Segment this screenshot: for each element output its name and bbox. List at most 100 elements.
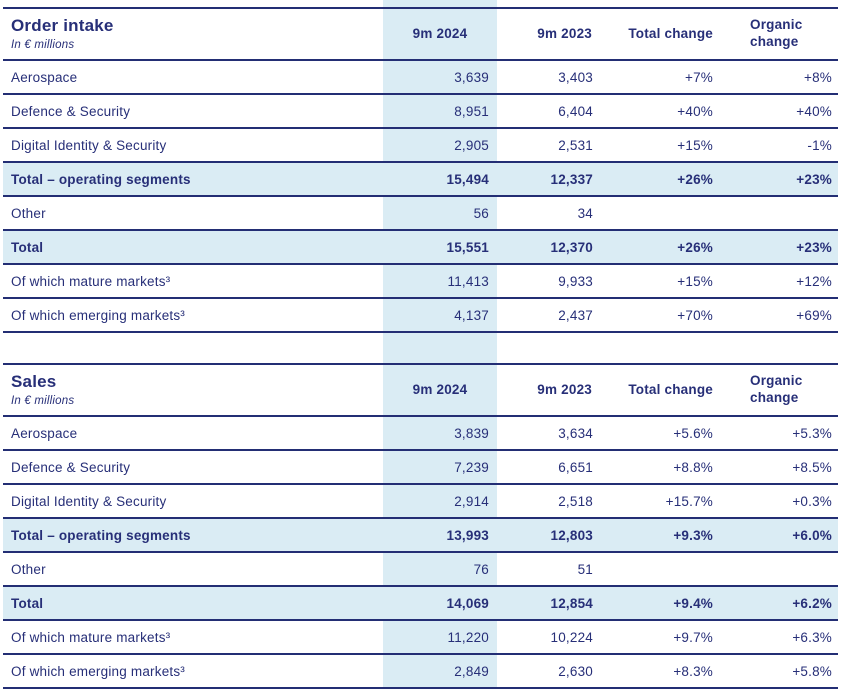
row-label: Total – operating segments: [11, 171, 191, 187]
row-label: Defence & Security: [11, 459, 131, 475]
value-9m-2024: 3,839: [454, 425, 489, 441]
order-intake-header-row: Order intake In € millions 9m 2024 9m 20…: [3, 7, 838, 61]
table-row-emerging-markets: Of which emerging markets³ 4,137 2,437 +…: [3, 299, 838, 333]
value-9m-2024: 4,137: [454, 307, 489, 323]
table-row-mature-markets: Of which mature markets³ 11,220 10,224 +…: [3, 621, 838, 655]
table-row-digital-identity-security: Digital Identity & Security 2,905 2,531 …: [3, 129, 838, 163]
value-organic-change: +40%: [796, 103, 832, 119]
tables-container: Order intake In € millions 9m 2024 9m 20…: [3, 7, 838, 689]
value-9m-2024: 15,551: [446, 239, 489, 255]
value-9m-2023: 34: [577, 205, 593, 221]
column-header-organic-change: Organic change: [722, 373, 838, 407]
value-9m-2023: 6,651: [558, 459, 593, 475]
value-organic-change: +6.0%: [792, 527, 832, 543]
value-9m-2024: 11,413: [447, 273, 489, 289]
table-row-emerging-markets: Of which emerging markets³ 2,849 2,630 +…: [3, 655, 838, 689]
sales-title-cell: Sales In € millions: [3, 372, 383, 407]
table-row-defence-security: Defence & Security 7,239 6,651 +8.8% +8.…: [3, 451, 838, 485]
value-9m-2024: 7,239: [454, 459, 489, 475]
highlight-column-band: [383, 0, 497, 688]
row-label: Of which emerging markets³: [11, 663, 186, 679]
row-label: Other: [11, 561, 46, 577]
value-total-change: +26%: [677, 171, 713, 187]
value-total-change: +8.8%: [673, 459, 713, 475]
value-9m-2023: 2,630: [558, 663, 593, 679]
value-9m-2023: 12,854: [550, 595, 593, 611]
table-row-mature-markets: Of which mature markets³ 11,413 9,933 +1…: [3, 265, 838, 299]
table-row-total-operating-segments: Total – operating segments 13,993 12,803…: [3, 519, 838, 553]
value-9m-2024: 8,951: [454, 103, 489, 119]
value-organic-change: +69%: [796, 307, 832, 323]
value-total-change: +70%: [677, 307, 713, 323]
row-label: Total – operating segments: [11, 527, 191, 543]
table-row-total: Total 14,069 12,854 +9.4% +6.2%: [3, 587, 838, 621]
column-header-total-change: Total change: [628, 381, 713, 397]
sales-header-row: Sales In € millions 9m 2024 9m 2023 Tota…: [3, 363, 838, 417]
column-header-9m-2024: 9m 2024: [412, 25, 468, 41]
row-label: Digital Identity & Security: [11, 493, 167, 509]
value-9m-2024: 76: [473, 561, 489, 577]
value-organic-change: +5.8%: [792, 663, 832, 679]
order-intake-title-cell: Order intake In € millions: [3, 16, 383, 51]
order-intake-subtitle: In € millions: [11, 38, 75, 51]
value-9m-2024: 2,905: [454, 137, 489, 153]
value-total-change: +8.3%: [673, 663, 713, 679]
value-9m-2024: 2,849: [454, 663, 489, 679]
row-label: Total: [11, 239, 44, 255]
value-9m-2023: 2,518: [558, 493, 593, 509]
row-label: Other: [11, 205, 46, 221]
value-9m-2024: 2,914: [454, 493, 489, 509]
row-label: Aerospace: [11, 69, 78, 85]
row-label: Aerospace: [11, 425, 78, 441]
table-row-other: Other 76 51: [3, 553, 838, 587]
column-header-9m-2024: 9m 2024: [412, 381, 468, 397]
value-organic-change: +8%: [804, 69, 832, 85]
value-9m-2023: 51: [577, 561, 593, 577]
value-9m-2024: 3,639: [454, 69, 489, 85]
value-total-change: +5.6%: [673, 425, 713, 441]
order-intake-table: Order intake In € millions 9m 2024 9m 20…: [3, 7, 838, 333]
value-total-change: +9.4%: [673, 595, 713, 611]
value-organic-change: +6.2%: [792, 595, 832, 611]
value-total-change: +9.3%: [673, 527, 713, 543]
row-label: Total: [11, 595, 44, 611]
column-header-organic-change-text: Organic change: [750, 373, 803, 405]
value-9m-2023: 9,933: [558, 273, 593, 289]
column-header-9m-2023: 9m 2023: [537, 381, 592, 397]
column-header-9m-2023: 9m 2023: [537, 25, 592, 41]
value-9m-2024: 14,069: [446, 595, 489, 611]
value-organic-change: +5.3%: [792, 425, 832, 441]
value-9m-2023: 2,531: [558, 137, 593, 153]
value-total-change: +7%: [685, 69, 713, 85]
sales-subtitle: In € millions: [11, 394, 75, 407]
value-9m-2023: 12,337: [550, 171, 593, 187]
value-total-change: +15%: [677, 273, 713, 289]
table-row-aerospace: Aerospace 3,839 3,634 +5.6% +5.3%: [3, 417, 838, 451]
table-row-total-operating-segments: Total – operating segments 15,494 12,337…: [3, 163, 838, 197]
value-9m-2023: 12,370: [550, 239, 593, 255]
table-row-digital-identity-security: Digital Identity & Security 2,914 2,518 …: [3, 485, 838, 519]
value-9m-2023: 10,224: [550, 629, 593, 645]
value-total-change: +40%: [677, 103, 713, 119]
value-9m-2023: 2,437: [558, 307, 593, 323]
sales-title: Sales: [11, 372, 57, 392]
value-9m-2023: 6,404: [558, 103, 593, 119]
value-organic-change: +0.3%: [792, 493, 832, 509]
row-label: Defence & Security: [11, 103, 131, 119]
table-row-other: Other 56 34: [3, 197, 838, 231]
value-organic-change: +12%: [796, 273, 832, 289]
value-9m-2024: 15,494: [446, 171, 489, 187]
table-row-defence-security: Defence & Security 8,951 6,404 +40% +40%: [3, 95, 838, 129]
value-organic-change: +6.3%: [792, 629, 832, 645]
order-intake-title: Order intake: [11, 16, 114, 36]
value-organic-change: +23%: [796, 239, 832, 255]
table-gap: [3, 333, 838, 363]
row-label: Digital Identity & Security: [11, 137, 167, 153]
value-organic-change: +23%: [796, 171, 832, 187]
value-9m-2023: 3,403: [558, 69, 593, 85]
row-label: Of which mature markets³: [11, 273, 171, 289]
value-9m-2024: 56: [473, 205, 489, 221]
column-header-total-change: Total change: [628, 25, 713, 41]
value-total-change: +9.7%: [673, 629, 713, 645]
